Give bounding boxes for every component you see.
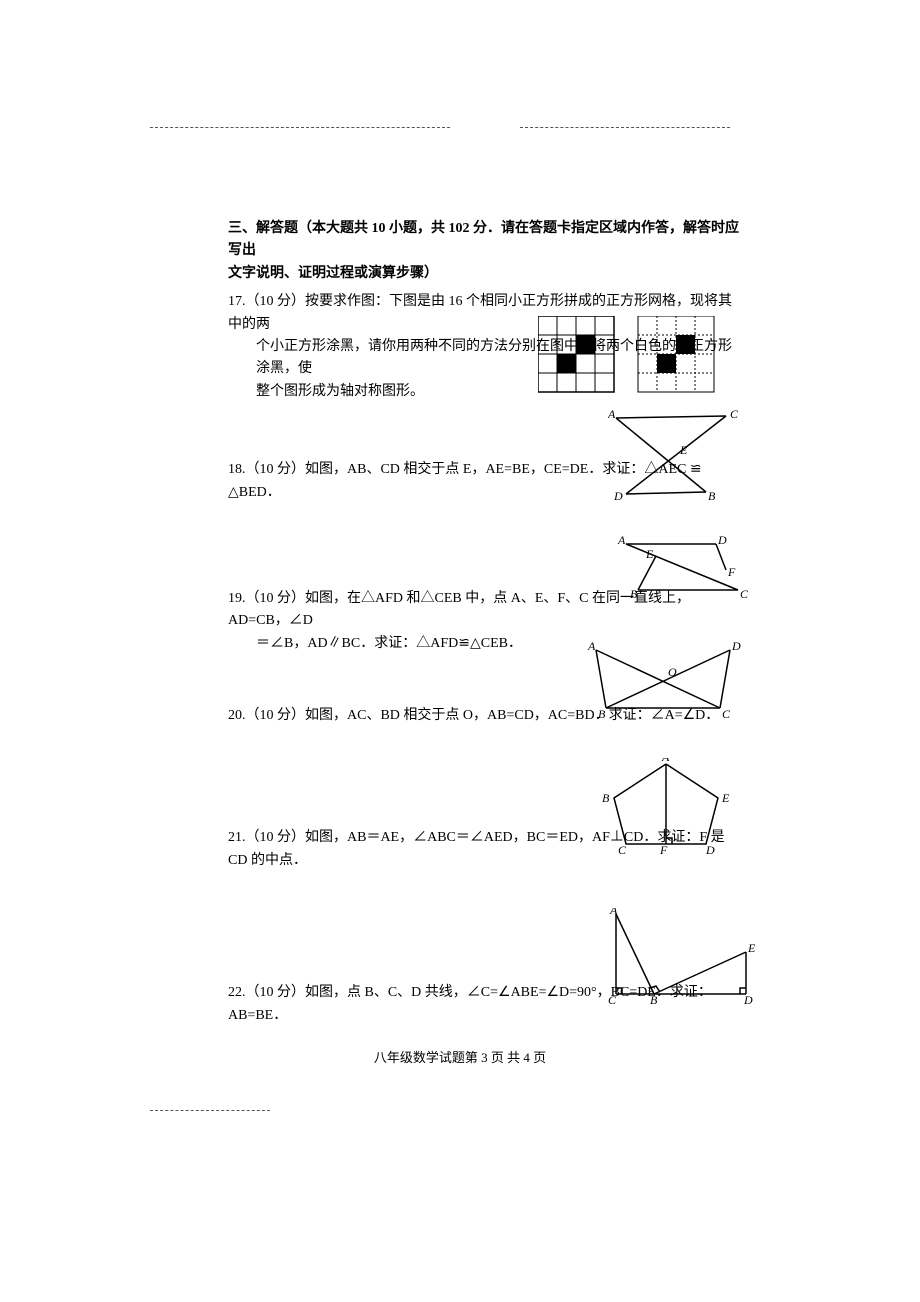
q19-label-B: B [630, 587, 638, 601]
q18-label-A: A [608, 410, 616, 421]
q21-label-E: E [721, 791, 730, 805]
section-header: 三、解答题（本大题共 10 小题，共 102 分．请在答题卡指定区域内作答，解答… [228, 218, 744, 285]
q20-label-B: B [598, 707, 606, 721]
q22-label-E: E [747, 941, 756, 955]
q22-label-B: B [650, 993, 658, 1007]
q22-label-D: D [743, 993, 753, 1007]
q21-figure: A B E C F D [596, 758, 746, 858]
q17-figure [538, 316, 738, 398]
q19-label-F: F [727, 565, 736, 579]
q18-label-C: C [730, 410, 739, 421]
q20-label-O: O [668, 665, 677, 679]
q17-grid-2 [638, 316, 714, 392]
scan-artifact-line [520, 127, 730, 128]
q18-label-E: E [679, 443, 688, 457]
q18-label-D: D [613, 489, 623, 502]
q19-label-A: A [617, 536, 626, 547]
q21-label-F: F [659, 843, 668, 857]
q19-label-E: E [645, 547, 654, 561]
q21-label-C: C [618, 843, 627, 857]
q22-figure: A E C B D [606, 908, 756, 1008]
q19-figure: A D E F B C [608, 536, 758, 602]
q18-figure: A C E D B [608, 410, 748, 502]
q17-grid-1 [538, 316, 614, 392]
page-footer: 八年级数学试题第 3 页 共 4 页 [0, 1048, 920, 1069]
q21-label-B: B [602, 791, 610, 805]
q19-label-D: D [717, 536, 727, 547]
q20-figure: A D O B C [578, 642, 748, 722]
scan-artifact-line [150, 1110, 270, 1111]
q20-label-C: C [722, 707, 731, 721]
q21-label-A: A [661, 758, 670, 764]
q19-label-C: C [740, 587, 749, 601]
q20-label-A: A [587, 642, 596, 653]
q20-label-D: D [731, 642, 741, 653]
section-title-line1: 三、解答题（本大题共 10 小题，共 102 分．请在答题卡指定区域内作答，解答… [228, 218, 744, 263]
q22-label-A: A [609, 908, 618, 917]
section-title-line2: 文字说明、证明过程或演算步骤） [228, 263, 744, 285]
scan-artifact-line [150, 127, 450, 128]
q21-label-D: D [705, 843, 715, 857]
page: 三、解答题（本大题共 10 小题，共 102 分．请在答题卡指定区域内作答，解答… [0, 0, 920, 1302]
q22-label-C: C [608, 993, 617, 1007]
q18-label-B: B [708, 489, 716, 502]
content-block: 三、解答题（本大题共 10 小题，共 102 分．请在答题卡指定区域内作答，解答… [228, 218, 744, 1027]
